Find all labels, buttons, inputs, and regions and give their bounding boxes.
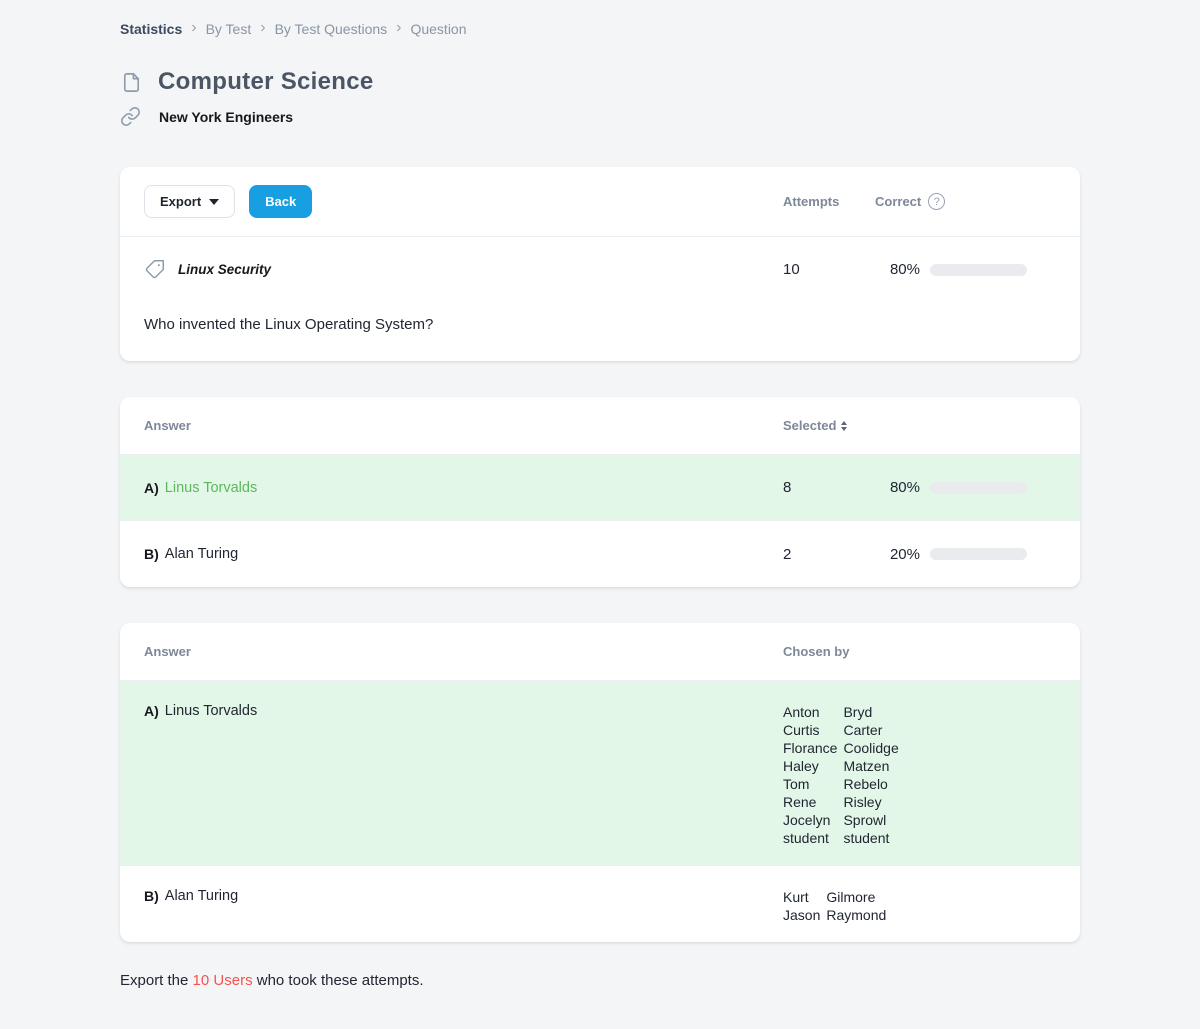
user-first-name: Tom [783,776,810,792]
user-last-name: Carter [843,722,883,738]
export-button[interactable]: Export [144,185,236,218]
user-last-name: Sprowl [843,812,887,828]
user-last-name: student [843,830,890,846]
answer-column-header: Answer [144,418,191,433]
chosen-by-column-header: Chosen by [783,644,850,659]
chosen-users-list: Kurt Gilmore Jason Raymond [783,888,1027,924]
breadcrumb-question[interactable]: Question [410,21,467,37]
chevron-down-icon [209,198,220,205]
stats-header-columns: Attempts Correct ? [783,193,1080,210]
user-last-name: Matzen [843,758,890,774]
note-suffix: who took these attempts. [252,972,424,989]
chosen-row-a: A) Linus Torvalds Anton Bryd Curtis Carter… [120,681,1080,866]
question-card-header: Export Back Attempts Correct ? [120,167,1080,237]
page-title: Computer Science [158,68,374,95]
user-last-name: Gilmore [826,889,876,905]
export-button-label: Export [160,194,202,209]
chosen-users-list: Anton Bryd Curtis Carter Florance Coolidge … [783,703,1027,847]
question-tag-name: Linux Security [178,262,272,277]
page-container: Statistics › By Test › By Test Questions… [120,0,1080,1029]
tag-icon [144,259,165,280]
answer-column-header: Answer [144,644,191,659]
selected-count: 2 [783,545,792,563]
user-first-name: Haley [783,758,819,774]
title-block: Computer Science New York Engineers [120,68,1080,127]
note-prefix: Export the [120,972,193,989]
user-first-name: Anton [783,704,820,720]
question-text: Who invented the Linux Operating System? [144,316,434,333]
document-icon [120,71,143,94]
user-first-name: Florance [783,740,838,756]
answer-letter: B) [144,546,159,562]
answer-letter: B) [144,888,159,904]
user-last-name: Bryd [843,704,873,720]
breadcrumb-by-test-questions[interactable]: By Test Questions [274,21,388,37]
answer-text: Alan Turing [164,888,239,904]
chevron-right-icon: › [191,19,197,36]
user-last-name: Coolidge [843,740,899,756]
breadcrumb: Statistics › By Test › By Test Questions… [120,20,1080,38]
answer-text: Alan Turing [164,546,239,562]
correct-column-header: Correct [875,194,922,209]
users-export-link[interactable]: 10 Users [192,972,253,989]
chevron-right-icon: › [260,19,266,36]
answer-row-a: A) Linus Torvalds 8 80% [120,455,1080,521]
selected-percentage: 20% [889,545,920,563]
user-last-name: Risley [843,794,882,810]
answer-text: Linus Torvalds [164,703,258,719]
user-first-name: Curtis [783,722,820,738]
chevron-right-icon: › [396,19,402,36]
breadcrumb-by-test[interactable]: By Test [205,21,252,37]
user-last-name: Raymond [826,907,887,923]
correct-percentage: 80% [889,261,920,278]
correct-progress-bar [930,263,1027,276]
selected-count: 8 [783,479,792,496]
user-first-name: Jason [783,907,821,923]
selected-percentage: 80% [889,479,920,496]
attempts-column-header: Attempts [783,194,840,209]
question-stats-card: Export Back Attempts Correct ? [120,167,1080,361]
selected-progress-bar [930,481,1027,494]
chosen-row-b: B) Alan Turing Kurt Gilmore Jason Raymond [120,866,1080,942]
answers-selected-card: Answer Selected A) Linus Torvalds 8 80% … [120,397,1080,587]
help-icon[interactable]: ? [928,193,946,210]
attempts-value: 10 [783,261,800,278]
chosen-table-header: Answer Chosen by [120,623,1080,681]
link-icon [120,106,141,127]
user-first-name: Jocelyn [783,812,831,828]
selected-progress-bar [930,548,1027,560]
answer-row-b: B) Alan Turing 2 20% [120,521,1080,587]
back-button[interactable]: Back [249,185,313,218]
user-last-name: Rebelo [843,776,888,792]
selected-table-header: Answer Selected [120,397,1080,455]
sort-icon[interactable] [841,420,848,431]
answers-chosen-by-card: Answer Chosen by A) Linus Torvalds Anton… [120,623,1080,942]
answer-text: Linus Torvalds [164,479,258,496]
export-users-note: Export the 10 Users who took these attem… [120,972,1080,1029]
user-first-name: student [783,830,829,846]
selected-column-header[interactable]: Selected [783,418,837,433]
user-first-name: Kurt [783,889,809,905]
user-first-name: Rene [783,794,817,810]
group-name: New York Engineers [159,108,294,125]
question-stat-row: Linux Security 10 80% [120,237,1080,290]
answer-letter: A) [144,703,159,719]
breadcrumb-statistics[interactable]: Statistics [120,21,183,37]
answer-letter: A) [144,479,159,496]
